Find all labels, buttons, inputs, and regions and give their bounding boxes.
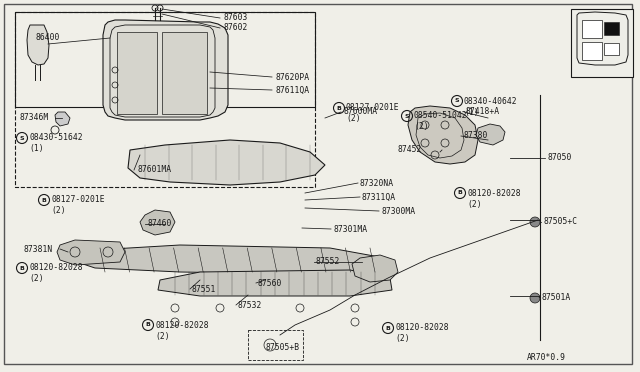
Text: 87311QA: 87311QA [362,192,396,202]
Text: B: B [20,266,24,270]
Text: (2): (2) [155,331,170,340]
Text: 08120-82028: 08120-82028 [395,324,449,333]
Text: 08540-51042: 08540-51042 [414,112,468,121]
Text: B: B [385,326,390,330]
Text: 86400: 86400 [35,33,60,42]
Bar [15,12,315,187]
Bar [604,43,619,55]
Circle shape [530,293,540,303]
Text: 08127-0201E: 08127-0201E [51,196,104,205]
Text: 87600MA: 87600MA [343,108,377,116]
Bar [15,12,315,107]
Polygon shape [27,25,49,65]
Text: 87560: 87560 [258,279,282,288]
Bar [248,330,303,360]
Text: B: B [42,198,47,202]
Bar [582,20,602,38]
Text: 87505+C: 87505+C [543,218,577,227]
Text: S: S [454,99,460,103]
Bar [117,32,157,114]
Polygon shape [476,124,505,145]
Text: 08120-82028: 08120-82028 [29,263,83,273]
Text: 87050: 87050 [547,154,572,163]
Text: 87501A: 87501A [541,292,570,301]
Polygon shape [352,255,398,282]
Text: (2): (2) [29,275,44,283]
Text: 87380: 87380 [463,131,488,141]
Text: 87620PA: 87620PA [275,73,309,81]
Text: AR70*0.9: AR70*0.9 [527,353,566,362]
Text: B: B [458,190,463,196]
Text: 08120-82028: 08120-82028 [155,321,209,330]
Bar [571,9,633,77]
Text: 87552: 87552 [316,257,340,266]
Text: (2): (2) [395,334,410,343]
Polygon shape [55,112,70,126]
Text: (2): (2) [51,206,66,215]
Text: 87602: 87602 [223,23,248,32]
Text: 08120-82028: 08120-82028 [467,189,520,198]
Text: (2): (2) [346,115,360,124]
Text: (2): (2) [467,199,482,208]
Text: 87452: 87452 [397,145,421,154]
Bar [582,42,602,60]
Text: S: S [20,135,24,141]
Text: 87320NA: 87320NA [360,179,394,187]
Text: 87300MA: 87300MA [381,206,415,215]
Text: B: B [145,323,150,327]
Circle shape [530,217,540,227]
Polygon shape [57,240,125,265]
Text: 87418+A: 87418+A [466,108,500,116]
Polygon shape [128,140,325,185]
Polygon shape [103,20,228,120]
Text: 87551: 87551 [192,285,216,294]
Text: S: S [404,113,410,119]
Text: 08430-51642: 08430-51642 [29,134,83,142]
Text: (1): (1) [464,108,479,116]
Text: 87611QA: 87611QA [275,86,309,94]
Text: 87603: 87603 [223,13,248,22]
Polygon shape [158,270,392,296]
Text: 87532: 87532 [238,301,262,310]
Text: (2): (2) [414,122,429,131]
Text: B: B [337,106,341,110]
Text: 87505+B: 87505+B [265,343,299,353]
Text: 87301MA: 87301MA [333,224,367,234]
Text: 87601MA: 87601MA [137,166,171,174]
Bar [604,22,619,35]
Text: 08340-40642: 08340-40642 [464,96,518,106]
Polygon shape [408,106,478,164]
Bar [162,32,207,114]
Polygon shape [80,245,390,275]
Text: 87346M: 87346M [20,113,49,122]
Text: 08127-0201E: 08127-0201E [346,103,399,112]
Polygon shape [140,210,175,235]
Text: 87381N: 87381N [24,244,53,253]
Text: 87460: 87460 [148,219,172,228]
Text: (1): (1) [29,144,44,154]
